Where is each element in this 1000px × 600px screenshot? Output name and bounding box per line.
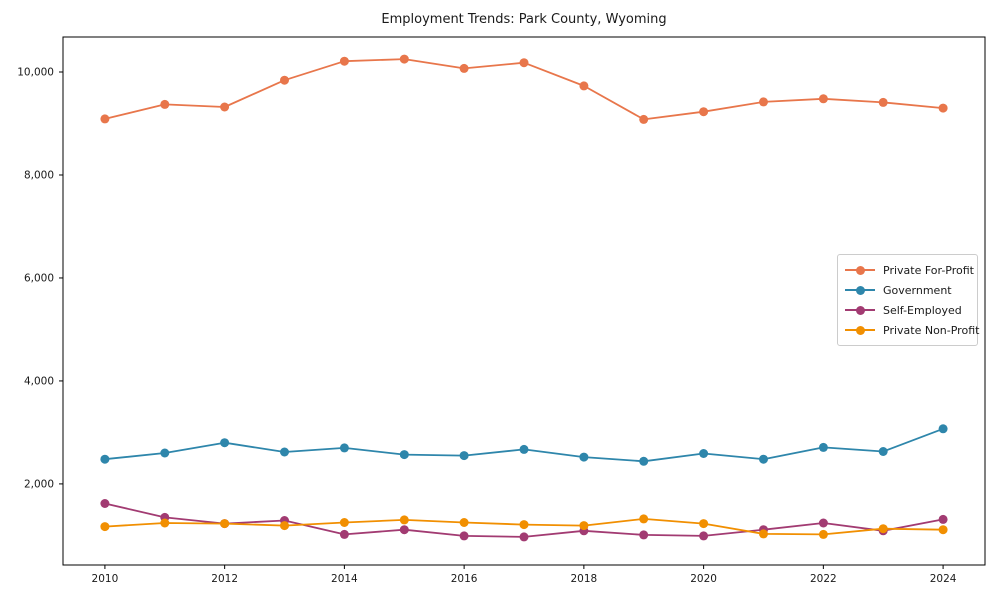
data-point-marker-government	[818, 442, 828, 452]
legend-dot-sample	[855, 285, 865, 295]
data-point-marker-private-for-profit	[519, 58, 529, 68]
legend-label: Private Non-Profit	[883, 323, 980, 337]
x-tick-label: 2020	[690, 573, 717, 585]
y-tick-label: 10,000	[17, 67, 54, 79]
legend-item-government: Government	[845, 280, 970, 300]
data-point-marker-private-for-profit	[280, 75, 289, 85]
data-point-marker-government	[220, 438, 230, 448]
legend-label: Self-Employed	[883, 303, 962, 317]
data-point-marker-government	[759, 454, 768, 464]
data-point-marker-private-non-profit	[339, 518, 349, 527]
legend-marker-government	[845, 285, 875, 295]
data-point-marker-private-non-profit	[220, 519, 230, 529]
data-point-marker-self-employed	[519, 532, 529, 542]
data-point-marker-government	[699, 449, 709, 458]
data-point-marker-self-employed	[399, 525, 409, 535]
data-point-marker-private-for-profit	[699, 107, 709, 117]
y-tick-label: 2,000	[24, 478, 54, 490]
x-tick-label: 2024	[930, 573, 957, 585]
data-point-marker-private-for-profit	[878, 97, 888, 107]
data-point-marker-private-for-profit	[938, 103, 948, 113]
data-point-marker-private-for-profit	[100, 114, 110, 124]
legend-dot-sample	[855, 325, 865, 335]
data-point-marker-private-non-profit	[699, 519, 709, 529]
data-point-marker-self-employed	[818, 518, 828, 528]
legend-marker-private-for-profit	[845, 265, 875, 275]
data-point-marker-self-employed	[699, 531, 709, 541]
legend-label: Government	[883, 283, 952, 297]
data-point-marker-self-employed	[459, 531, 469, 541]
data-point-marker-self-employed	[339, 529, 349, 539]
data-point-marker-government	[519, 444, 529, 454]
legend-label: Private For-Profit	[883, 263, 974, 277]
legend-item-self-employed: Self-Employed	[845, 300, 970, 320]
data-point-marker-government	[100, 454, 110, 464]
data-point-marker-government	[878, 447, 888, 456]
data-point-marker-private-for-profit	[399, 54, 409, 64]
data-point-marker-government	[579, 452, 589, 462]
x-tick-label: 2012	[211, 573, 238, 585]
legend-marker-private-non-profit	[845, 325, 875, 335]
data-point-marker-government	[399, 450, 409, 460]
legend: Private For-Profit Government Self-Employe…	[837, 254, 979, 346]
data-point-marker-government	[339, 443, 349, 453]
data-point-marker-private-for-profit	[459, 63, 469, 73]
x-tick-label: 2016	[451, 573, 478, 585]
data-point-marker-government	[459, 451, 469, 461]
data-point-marker-private-non-profit	[759, 529, 768, 539]
data-point-marker-private-non-profit	[519, 520, 529, 530]
legend-dot-sample	[855, 265, 865, 275]
y-tick-label: 4,000	[24, 375, 54, 387]
data-point-marker-government	[639, 456, 649, 466]
data-point-marker-private-non-profit	[459, 518, 469, 527]
y-tick-label: 8,000	[24, 169, 54, 181]
data-point-marker-private-for-profit	[579, 81, 589, 91]
data-point-marker-private-non-profit	[100, 522, 110, 532]
legend-dot-sample	[855, 305, 865, 315]
x-tick-label: 2022	[810, 573, 837, 585]
data-point-marker-private-for-profit	[160, 99, 170, 109]
data-point-marker-private-non-profit	[878, 524, 888, 534]
data-point-marker-private-non-profit	[280, 521, 289, 531]
data-point-marker-self-employed	[100, 499, 110, 508]
data-point-marker-private-non-profit	[579, 521, 589, 531]
data-point-marker-private-for-profit	[339, 56, 349, 66]
x-tick-label: 2018	[571, 573, 598, 585]
legend-item-private-for-profit: Private For-Profit	[845, 260, 974, 280]
data-point-marker-private-non-profit	[399, 515, 409, 525]
data-point-marker-government	[160, 448, 170, 458]
plot-border	[62, 36, 986, 566]
y-tick-label: 6,000	[24, 272, 54, 284]
data-point-marker-private-non-profit	[160, 518, 170, 528]
data-point-marker-private-for-profit	[818, 94, 828, 104]
data-point-marker-private-non-profit	[639, 514, 649, 524]
data-point-marker-self-employed	[639, 530, 649, 540]
data-point-marker-private-for-profit	[220, 102, 230, 112]
data-point-marker-private-for-profit	[639, 114, 649, 124]
x-tick-label: 2014	[331, 573, 358, 585]
series-line-private-for-profit	[104, 58, 944, 121]
data-point-marker-private-non-profit	[938, 525, 948, 535]
data-point-marker-self-employed	[938, 514, 948, 524]
data-point-marker-government	[280, 447, 289, 457]
data-point-marker-private-non-profit	[818, 529, 828, 539]
chart-title: Employment Trends: Park County, Wyoming	[381, 12, 667, 27]
x-tick-label: 2010	[92, 573, 119, 585]
data-point-marker-government	[938, 424, 948, 434]
legend-marker-self-employed	[845, 305, 875, 315]
legend-item-private-non-profit: Private Non-Profit	[845, 320, 979, 340]
data-point-marker-private-for-profit	[759, 97, 768, 107]
